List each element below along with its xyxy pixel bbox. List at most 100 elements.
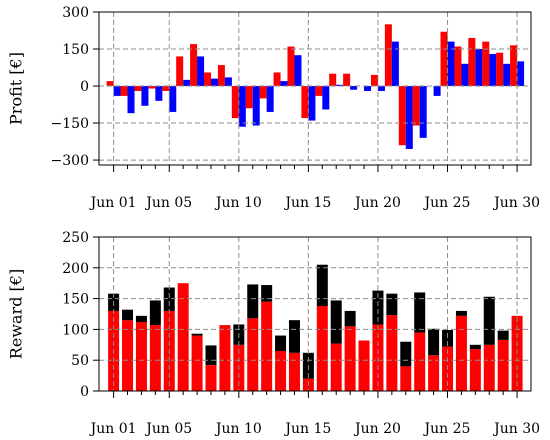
reward-bar-red	[219, 325, 231, 391]
reward-bar-black	[483, 296, 495, 345]
reward-bar-black	[205, 345, 217, 366]
profit-bar-red	[412, 86, 420, 126]
profit-bar-blue	[294, 55, 302, 87]
reward-xtick-label: Jun 30	[492, 421, 540, 437]
reward-bar-black	[191, 333, 203, 336]
profit-xtick-label: Jun 30	[492, 195, 540, 211]
profit-ytick-label: 0	[80, 79, 89, 95]
reward-bar-red	[191, 335, 203, 391]
profit-ytick-label: 150	[62, 42, 89, 58]
profit-xtick-label: Jun 25	[423, 195, 471, 211]
profit-bar-red	[287, 46, 295, 87]
profit-bar-blue	[252, 86, 260, 126]
profit-bar-red	[398, 86, 406, 146]
profit-ytick-label: −300	[51, 153, 89, 169]
reward-bar-black	[344, 310, 356, 327]
profit-bar-blue	[336, 84, 344, 87]
profit-bar-blue	[224, 77, 232, 87]
profit-bar-blue	[489, 53, 497, 87]
profit-bar-red	[482, 41, 490, 87]
profit-bar-blue	[211, 78, 218, 87]
reward-bar-black	[247, 284, 259, 319]
reward-xtick-label: Jun 20	[353, 421, 401, 437]
reward-xtick-label: Jun 01	[89, 421, 137, 437]
reward-bar-red	[386, 315, 398, 391]
profit-bar-blue	[266, 86, 274, 112]
reward-ytick-label: 0	[80, 384, 89, 400]
reward-bar-red	[483, 344, 495, 391]
profit-bar-red	[440, 31, 448, 87]
reward-ytick-label: 50	[71, 353, 89, 369]
profit-bar-blue	[322, 86, 330, 110]
profit-xtick-label: Jun 10	[214, 195, 262, 211]
profit-axes-frame	[98, 11, 532, 166]
profit-bar-blue	[364, 86, 372, 91]
reward-y-axis-label: Reward [€]	[7, 269, 26, 359]
profit-bar-blue	[447, 41, 455, 87]
profit-bar-red	[176, 56, 184, 87]
reward-xtick-label: Jun 05	[144, 421, 192, 437]
reward-xtick-label: Jun 10	[214, 421, 262, 437]
reward-bar-red	[497, 339, 509, 391]
reward-ytick-label: 250	[62, 230, 89, 246]
reward-bar-black	[372, 290, 384, 325]
profit-xtick-label: Jun 20	[353, 195, 401, 211]
profit-bar-red	[496, 52, 504, 87]
reward-bar-black	[135, 315, 147, 323]
profit-bar-blue	[127, 86, 135, 114]
reward-ytick-label: 100	[62, 322, 89, 338]
reward-bar-red	[261, 301, 273, 391]
reward-bar-black	[122, 309, 134, 321]
reward-bar-black	[330, 300, 342, 344]
reward-bar-red	[247, 318, 259, 391]
profit-bar-blue	[475, 49, 483, 87]
profit-bar-red	[231, 86, 239, 119]
profit-bar-blue	[155, 86, 163, 101]
profit-bars	[106, 24, 525, 149]
reward-axes-frame	[98, 236, 532, 392]
profit-bar-red	[329, 73, 337, 87]
profit-y-axis-label: Profit [€]	[7, 52, 26, 125]
profit-bar-blue	[169, 86, 177, 112]
profit-bar-red	[162, 86, 170, 91]
profit-xtick-label: Jun 01	[89, 195, 137, 211]
reward-bar-red	[455, 315, 467, 391]
reward-ytick-label: 150	[62, 292, 89, 308]
profit-ytick-label: −150	[51, 116, 89, 132]
reward-bar-red	[316, 305, 328, 391]
profit-bar-blue	[503, 63, 511, 87]
reward-bar-red	[122, 320, 134, 391]
reward-bar-black	[414, 292, 426, 333]
reward-bar-black	[428, 328, 440, 356]
reward-bar-black	[442, 330, 454, 347]
profit-bar-blue	[197, 56, 205, 87]
profit-ticks: −300 −150 0 150 300 Jun 01 Jun 05 Jun 10 Jun 15 J…	[51, 5, 541, 211]
reward-bar-red	[330, 343, 342, 391]
profit-bar-blue	[433, 86, 441, 96]
reward-bar-red	[135, 322, 147, 391]
reward-bar-red	[358, 340, 370, 391]
profit-bar-red	[204, 72, 211, 87]
reward-bar-black	[455, 310, 467, 316]
profit-bar-blue	[377, 86, 385, 91]
reward-bar-red	[177, 283, 189, 391]
reward-bars	[108, 264, 523, 391]
reward-bar-black	[288, 320, 300, 353]
reward-bar-red	[414, 332, 426, 391]
reward-bar-black	[163, 287, 175, 311]
reward-bar-red	[275, 350, 287, 391]
reward-bar-black	[149, 300, 161, 326]
reward-bar-black	[400, 341, 412, 367]
profit-bar-red	[468, 37, 476, 87]
profit-bar-red	[217, 65, 225, 87]
profit-bar-red	[510, 45, 518, 87]
reward-bar-black	[497, 330, 509, 340]
reward-bar-red	[344, 326, 356, 391]
profit-bar-red	[384, 24, 392, 87]
reward-bar-black	[469, 344, 481, 350]
profit-bar-red	[301, 86, 309, 119]
profit-bar-blue	[308, 86, 316, 121]
reward-ytick-label: 200	[62, 261, 89, 277]
reward-bar-red	[469, 349, 481, 391]
reward-chart: 0 50 100 150 200 250 Jun 01 Jun 05 Jun 10 Jun 15 J…	[7, 230, 541, 437]
